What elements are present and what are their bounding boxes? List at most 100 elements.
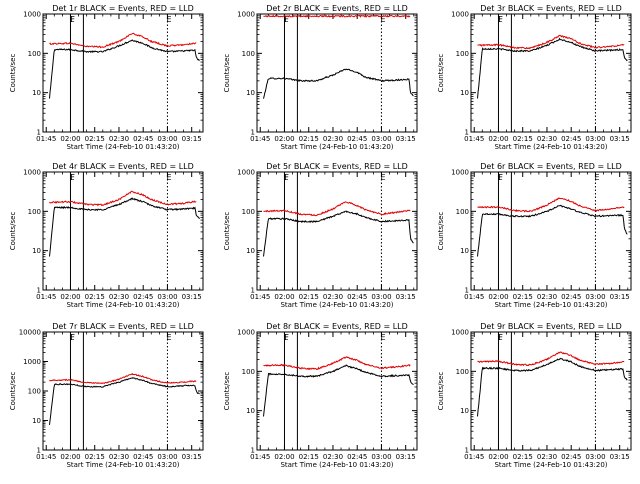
y-tick-label: 1 [37, 447, 41, 455]
x-tick-label: 02:15 [513, 453, 533, 461]
y-tick-label: 10 [246, 89, 255, 97]
y-axis-label: Counts/sec [223, 372, 231, 411]
x-tick-label: 02:45 [133, 293, 153, 301]
events-series-line [49, 39, 200, 99]
y-tick-label: 100 [28, 388, 41, 396]
plot-frame [256, 331, 418, 451]
event-marker-label: E [380, 173, 385, 182]
event-marker-label: F [284, 15, 289, 24]
y-tick-label: 100 [456, 208, 469, 216]
event-marker-label: E [380, 15, 385, 24]
x-axis-label: Start Time (24-Feb-10 01:43:20) [66, 461, 179, 469]
y-tick-label: 1 [465, 129, 469, 137]
y-axis-label: Counts/sec [437, 212, 445, 251]
events-series-line [263, 210, 414, 257]
plot-frame [42, 13, 204, 133]
x-tick-label: 02:15 [299, 293, 319, 301]
x-tick-label: 02:00 [274, 453, 294, 461]
x-tick-label: 02:45 [133, 135, 153, 143]
event-marker-label: F [70, 173, 75, 182]
x-tick-label: 02:30 [537, 453, 557, 461]
y-tick-label: 100 [28, 208, 41, 216]
panel-det-3r: Det 3r BLACK = Events, RED = LLD 1 10 100 10… [437, 4, 632, 151]
plot-frame [42, 171, 204, 291]
x-tick-label: 03:15 [182, 293, 202, 301]
x-axis-label: Start Time (24-Feb-10 01:43:20) [66, 301, 179, 309]
x-tick-label: 02:45 [561, 293, 581, 301]
panel-det-7r: Det 7r BLACK = Events, RED = LLD 1 10 100 10… [9, 322, 204, 469]
x-axis-label: Start Time (24-Feb-10 01:43:20) [280, 301, 393, 309]
plot-frame [256, 171, 418, 291]
plot-frame [470, 331, 632, 451]
x-tick-label: 02:30 [537, 135, 557, 143]
x-tick-label: 02:45 [347, 453, 367, 461]
y-tick-label: 1 [465, 447, 469, 455]
event-marker-label: E [166, 333, 171, 342]
event-marker-label: F [284, 173, 289, 182]
event-marker-label: E [166, 173, 171, 182]
y-tick-label: 10000 [19, 329, 41, 337]
event-marker-label: E [380, 333, 385, 342]
x-tick-label: 03:15 [396, 293, 416, 301]
x-axis-label: Start Time (24-Feb-10 01:43:20) [66, 143, 179, 151]
x-tick-label: 01:45 [250, 135, 270, 143]
event-marker-label: F [70, 15, 75, 24]
x-tick-label: 02:30 [323, 135, 343, 143]
event-marker-label: F [284, 333, 289, 342]
plot-frame [470, 13, 632, 133]
x-tick-label: 03:15 [396, 135, 416, 143]
event-marker-label: E [497, 333, 502, 342]
x-tick-label: 02:15 [513, 293, 533, 301]
x-tick-label: 02:15 [299, 453, 319, 461]
y-axis-label: Counts/sec [437, 54, 445, 93]
panel-det-1r: Det 1r BLACK = Events, RED = LLD 1 10 100 10… [9, 4, 204, 151]
event-marker-label: F [498, 15, 503, 24]
x-tick-label: 02:00 [488, 293, 508, 301]
x-tick-label: 02:30 [537, 293, 557, 301]
x-tick-label: 01:45 [250, 293, 270, 301]
lld-series-line [49, 190, 197, 207]
chart-title: Det 3r BLACK = Events, RED = LLD [480, 4, 622, 13]
y-tick-label: 100 [456, 368, 469, 376]
event-marker-label: E [283, 333, 288, 342]
y-axis-label: Counts/sec [223, 54, 231, 93]
x-tick-label: 03:00 [585, 135, 605, 143]
chart-title: Det 4r BLACK = Events, RED = LLD [52, 162, 194, 171]
x-tick-label: 01:45 [464, 135, 484, 143]
y-axis-label: Counts/sec [9, 212, 17, 251]
x-tick-label: 02:00 [488, 135, 508, 143]
x-tick-label: 03:00 [585, 453, 605, 461]
y-tick-label: 10 [460, 247, 469, 255]
chart-title: Det 2r BLACK = Events, RED = LLD [266, 4, 408, 13]
y-tick-label: 1000 [237, 11, 255, 19]
event-marker-label: E [594, 173, 599, 182]
event-marker-label: E [166, 15, 171, 24]
y-tick-label: 10 [460, 89, 469, 97]
chart-title: Det 5r BLACK = Events, RED = LLD [266, 162, 408, 171]
x-tick-label: 02:15 [85, 135, 105, 143]
x-tick-label: 02:45 [347, 293, 367, 301]
y-tick-label: 1 [251, 287, 255, 295]
plot-frame [256, 13, 418, 133]
x-tick-label: 02:30 [323, 453, 343, 461]
events-series-line [477, 204, 628, 257]
lld-series-line [49, 32, 197, 49]
event-marker-label: F [498, 333, 503, 342]
x-tick-label: 03:15 [182, 453, 202, 461]
y-tick-label: 10 [32, 247, 41, 255]
x-axis-label: Start Time (24-Feb-10 01:43:20) [280, 143, 393, 151]
chart-title: Det 1r BLACK = Events, RED = LLD [52, 4, 194, 13]
y-tick-label: 1000 [237, 329, 255, 337]
event-marker-label: F [498, 173, 503, 182]
event-marker-label: E [594, 333, 599, 342]
plot-frame [470, 171, 632, 291]
events-series-line [477, 37, 628, 99]
events-series-line [49, 377, 200, 425]
y-tick-label: 100 [242, 368, 255, 376]
x-axis-label: Start Time (24-Feb-10 01:43:20) [280, 461, 393, 469]
panel-det-9r: Det 9r BLACK = Events, RED = LLD 1 10 100 10… [437, 322, 632, 469]
panel-det-8r: Det 8r BLACK = Events, RED = LLD 1 10 100 10… [223, 322, 418, 469]
x-tick-label: 03:15 [182, 135, 202, 143]
events-series-line [263, 68, 414, 99]
